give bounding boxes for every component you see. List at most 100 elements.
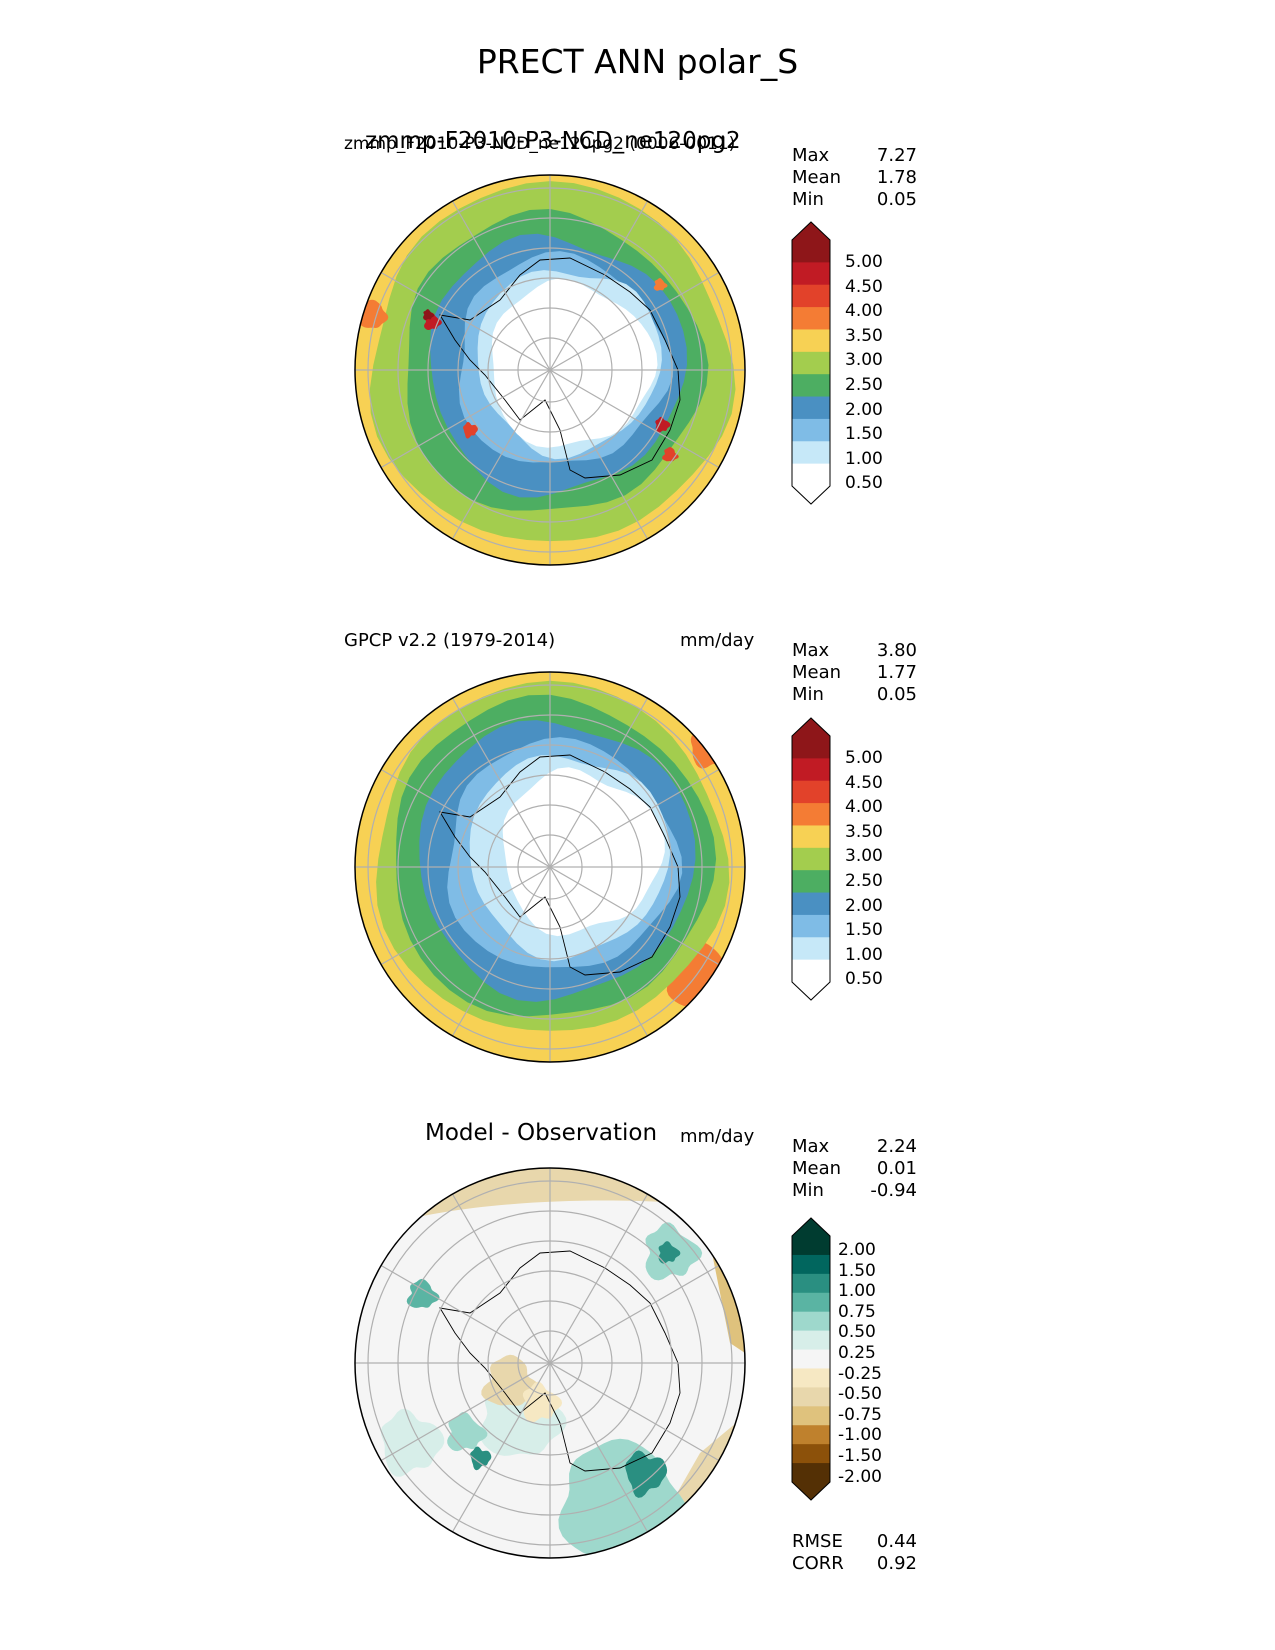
cb-obs-extend-min [792, 982, 830, 1000]
figure-title: PRECT ANN polar_S [476, 42, 799, 81]
cb-model-swatch-1 [792, 262, 830, 286]
cb-diff-swatch-10 [792, 1425, 830, 1445]
obs-contour-2 [690, 724, 733, 769]
cb-diff-swatch-0 [792, 1236, 830, 1256]
tick-label: 1.50 [845, 920, 883, 941]
diff-contour-9 [447, 1411, 488, 1452]
cb-model-swatch-8 [792, 418, 830, 442]
stat-label: Mean [792, 662, 842, 683]
metric-value: 0.44 [876, 1531, 917, 1552]
cb-obs-swatch-5 [792, 847, 830, 871]
cb-model-swatch-6 [792, 374, 830, 398]
cb-diff-extend-max [792, 1218, 830, 1236]
obs-fill [355, 672, 745, 1062]
panel-model-title-left: zmmp_F2010-P3-NCD_ne120pg2 (0006-0011) [344, 134, 736, 154]
model-contour-6 [491, 278, 658, 448]
tick-label: 4.00 [845, 797, 883, 818]
cb-diff-swatch-6 [792, 1349, 830, 1369]
cb-diff-swatch-5 [792, 1330, 830, 1351]
stat-value: 0.05 [876, 684, 917, 705]
panel-obs-title-left: GPCP v2.2 (1979-2014) [344, 630, 556, 651]
obs-coastline [439, 754, 681, 976]
tick-label: -0.25 [838, 1363, 882, 1384]
panel-model-title: zmmp-F2010-P3-NCD_ne120pg2 [365, 128, 741, 154]
cb-diff-swatch-12 [792, 1463, 830, 1483]
stat-label: Max [792, 640, 830, 661]
panel-diff-units: mm/day [680, 1126, 755, 1147]
cb-model-swatch-5 [792, 351, 830, 375]
colorbar-obs [791, 717, 831, 1001]
cb-diff-swatch-1 [792, 1254, 830, 1275]
tick-label: 0.25 [838, 1342, 876, 1363]
cb-obs-swatch-7 [792, 892, 830, 916]
diff-fill [355, 1168, 745, 1558]
cb-obs-swatch-0 [792, 736, 830, 759]
metric-label: RMSE [792, 1531, 843, 1552]
tick-label: 1.00 [845, 944, 883, 965]
tick-label: 3.00 [845, 846, 883, 867]
cb-model-swatch-4 [792, 329, 830, 353]
cb-diff-outline [791, 1217, 831, 1501]
panel-diff-metrics: RMSE 0.44 CORR 0.92 [792, 1531, 917, 1575]
cb-obs-outline [791, 717, 831, 1001]
stat-label: Mean [792, 1158, 842, 1179]
cb-diff-swatch-7 [792, 1368, 830, 1388]
tick-label: 4.50 [845, 276, 883, 297]
stat-value: 0.05 [876, 189, 917, 210]
stat-value: 3.80 [876, 640, 917, 661]
stat-label: Min [792, 1180, 824, 1201]
cb-diff-extend-min [792, 1482, 830, 1500]
cb-model-swatch-10 [792, 463, 830, 487]
cb-obs-swatch-10 [792, 959, 830, 983]
colorbar-diff [791, 1217, 831, 1501]
cb-obs-extend-max [792, 718, 830, 736]
obs-map-border [354, 671, 746, 1063]
obs-contour-8 [502, 767, 665, 937]
tick-label: 5.00 [845, 748, 883, 768]
colorbar-obs-labels: 5.00 4.50 4.00 3.50 3.00 2.50 2.00 1.50 … [845, 746, 883, 992]
cb-diff-swatch-11 [792, 1444, 830, 1464]
cb-model-extend-max [792, 222, 830, 240]
map-model [354, 174, 746, 566]
diff-contour-6 [658, 1241, 681, 1264]
tick-label: 1.50 [845, 424, 883, 445]
cb-diff-swatch-4 [792, 1311, 830, 1332]
stat-label: Max [792, 145, 830, 166]
model-fill [355, 175, 745, 565]
metric-value: 0.92 [876, 1553, 917, 1574]
tick-label: 3.50 [845, 821, 883, 842]
tick-label: 0.50 [838, 1322, 876, 1343]
cb-diff-swatch-2 [792, 1273, 830, 1294]
tick-label: 4.50 [845, 772, 883, 793]
diff-contour-8 [625, 1450, 668, 1498]
panel-obs-stats: Max 3.80 Mean 1.77 Min 0.05 [792, 640, 917, 706]
tick-label: -1.00 [838, 1425, 882, 1446]
model-coastline [439, 257, 681, 479]
tick-label: 2.00 [845, 895, 883, 916]
tick-label: 2.50 [845, 870, 883, 891]
map-diff [354, 1167, 746, 1559]
tick-label: 1.50 [838, 1260, 876, 1281]
panel-obs-units: mm/day [680, 630, 755, 651]
tick-label: 0.50 [845, 473, 883, 494]
colorbar-model [791, 221, 831, 505]
obs-lon-line-5 [380, 768, 720, 966]
stat-value: 2.24 [876, 1136, 917, 1157]
tick-label: 3.00 [845, 350, 883, 371]
cb-obs-swatch-4 [792, 825, 830, 849]
tick-label: 4.00 [845, 301, 883, 322]
model-lon-line-5 [380, 271, 720, 469]
cb-diff-swatch-9 [792, 1406, 830, 1426]
cb-obs-swatch-2 [792, 780, 830, 804]
cb-model-swatch-7 [792, 396, 830, 420]
cb-model-swatch-0 [792, 240, 830, 263]
tick-label: 1.00 [838, 1281, 876, 1302]
colorbar-diff-labels: 2.00 1.50 1.00 0.75 0.50 0.25 -0.25 -0.5… [838, 1240, 882, 1487]
stat-value: 1.77 [876, 662, 917, 683]
cb-diff-swatch-8 [792, 1387, 830, 1407]
model-map-border [354, 174, 746, 566]
stat-label: Mean [792, 167, 842, 188]
tick-label: -0.50 [838, 1384, 882, 1405]
stat-label: Min [792, 189, 824, 210]
cb-obs-swatch-8 [792, 914, 830, 938]
